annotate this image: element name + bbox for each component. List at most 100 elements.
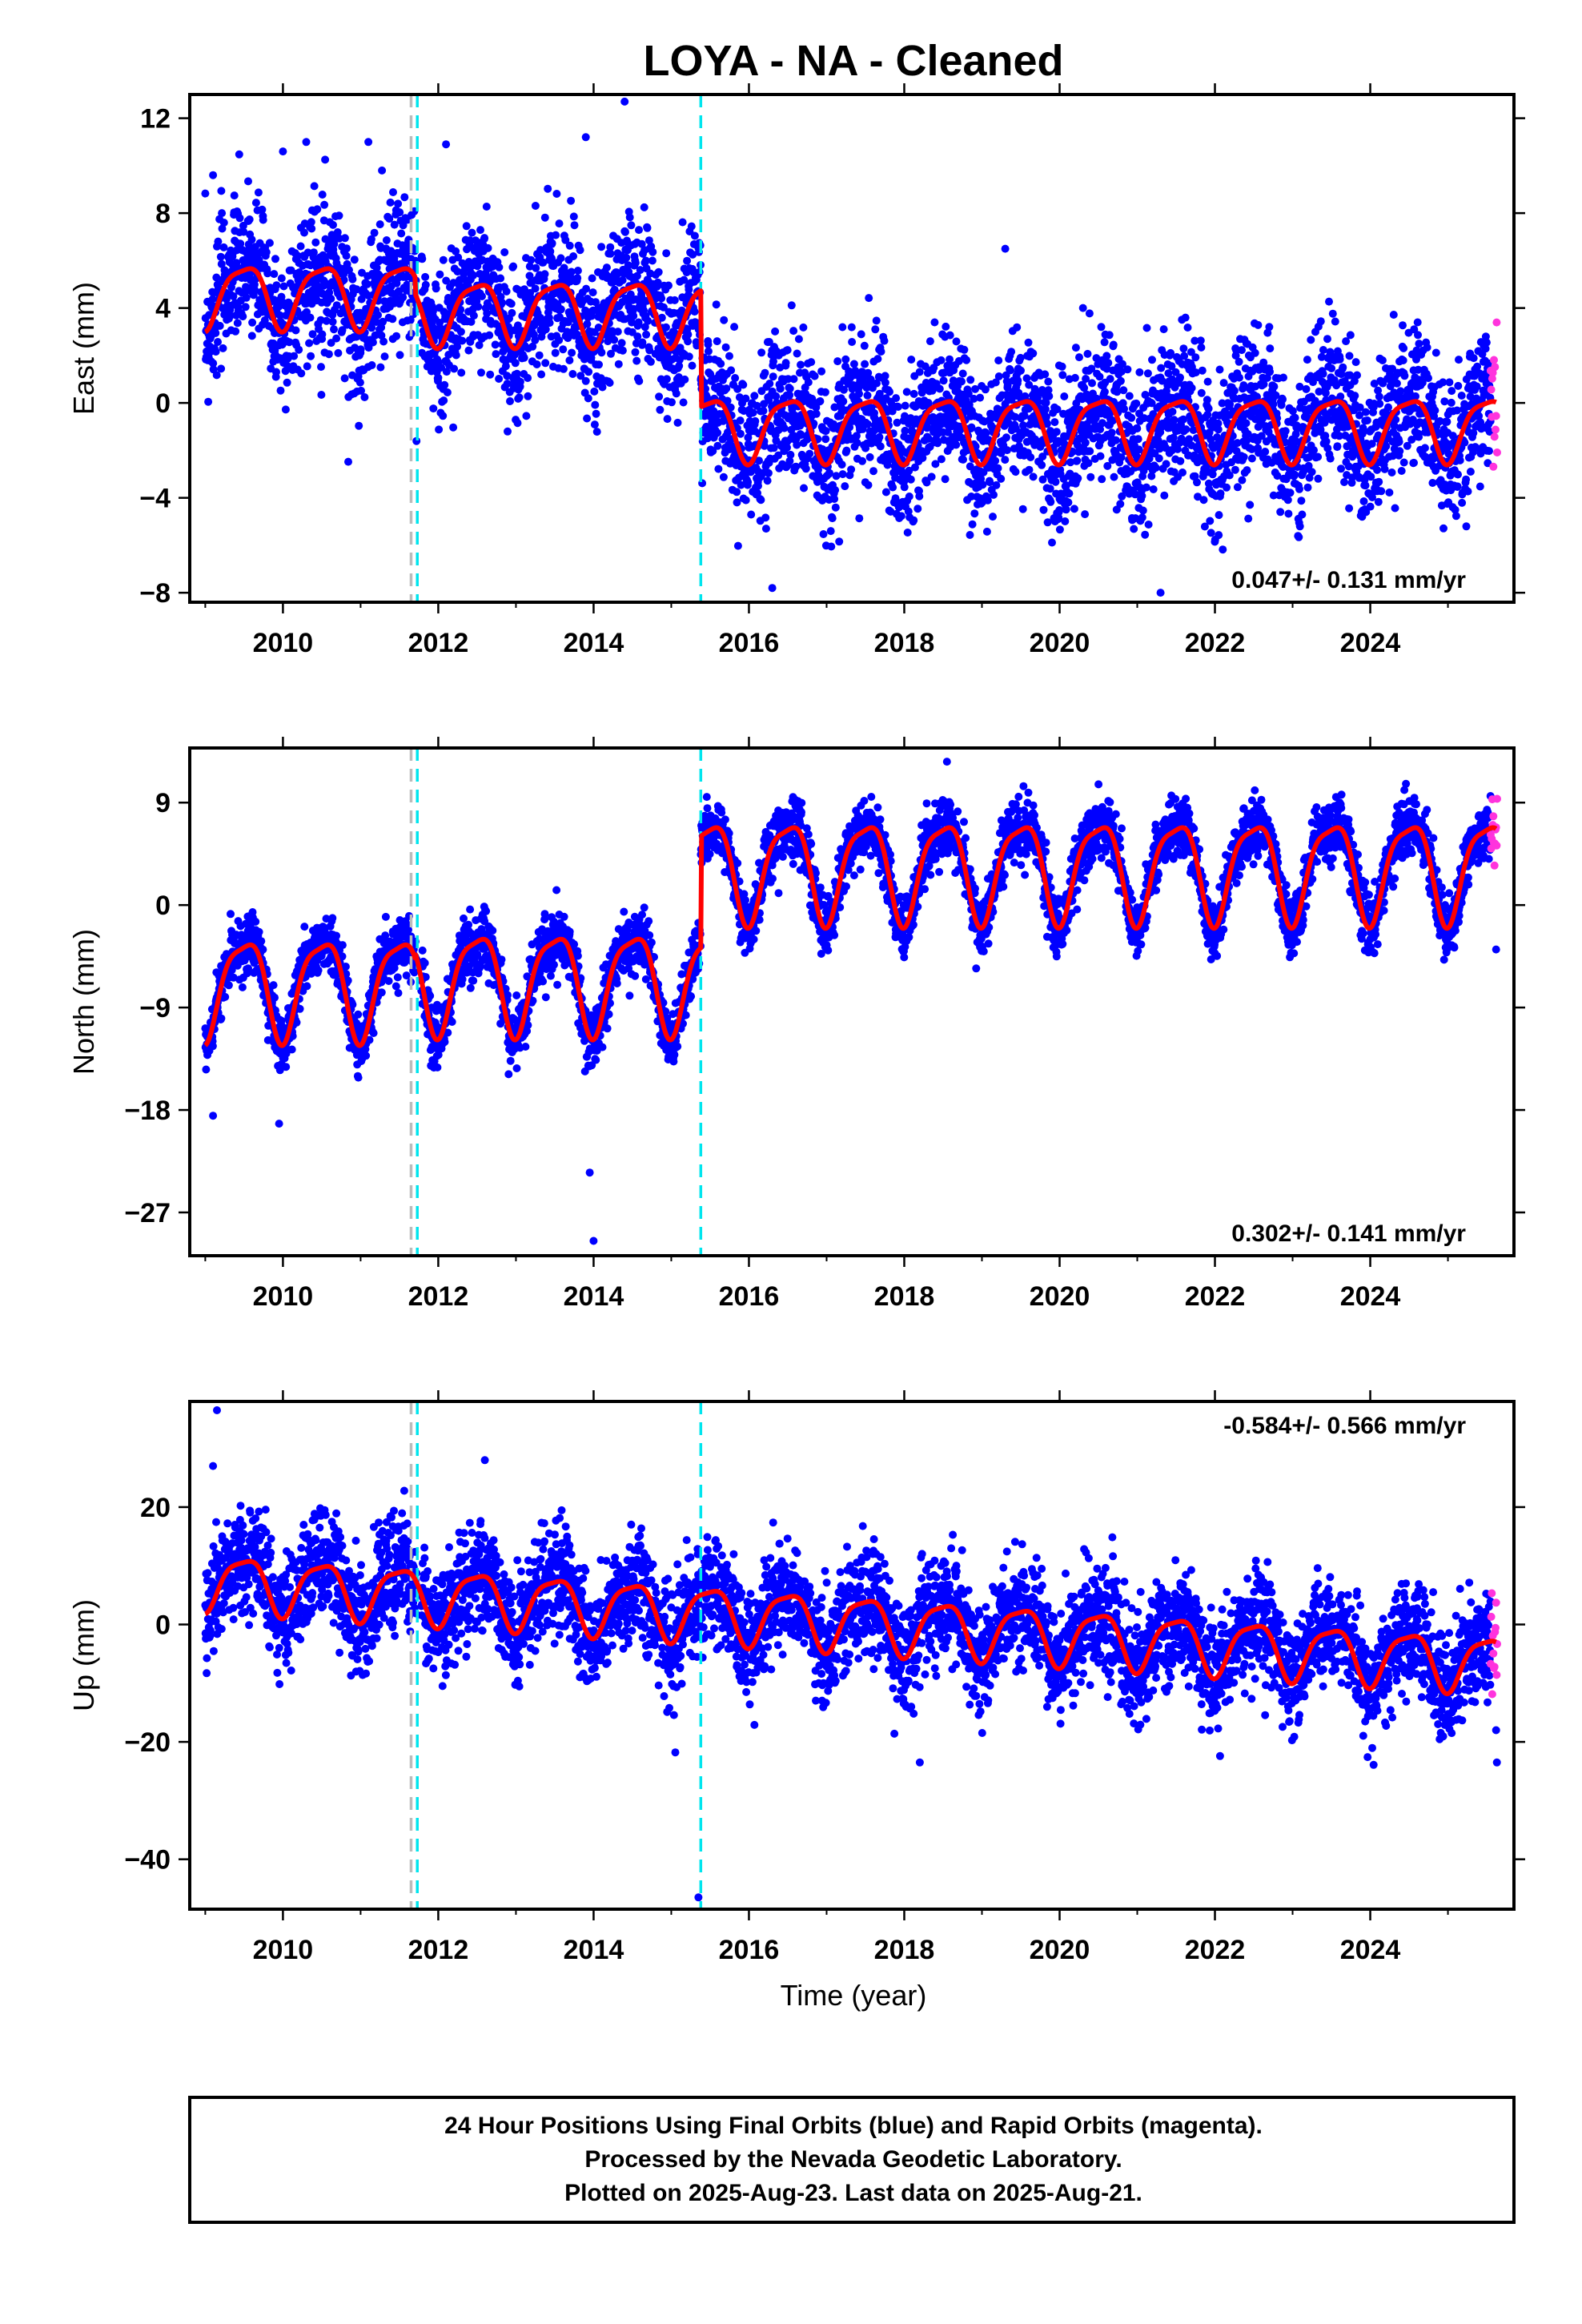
east-final-point bbox=[1168, 408, 1177, 416]
east-final-point bbox=[475, 341, 484, 349]
east-final-point bbox=[1316, 425, 1325, 434]
east-final-point bbox=[469, 271, 478, 279]
east-final-point bbox=[1295, 485, 1303, 493]
east-final-point bbox=[573, 274, 582, 283]
east-final-point bbox=[214, 237, 223, 246]
east-final-point bbox=[876, 442, 885, 451]
east-final-point bbox=[363, 279, 371, 288]
east-final-point bbox=[720, 316, 729, 324]
east-final-point bbox=[525, 262, 534, 271]
east-final-point bbox=[863, 391, 872, 400]
east-final-point bbox=[491, 340, 500, 349]
east-final-point bbox=[483, 309, 492, 318]
east-final-point bbox=[917, 388, 926, 397]
east-final-point bbox=[858, 424, 867, 433]
east-final-point bbox=[476, 226, 484, 235]
east-final-point bbox=[576, 246, 584, 255]
east-final-point bbox=[502, 287, 511, 296]
east-final-point bbox=[804, 378, 813, 387]
east-final-point bbox=[371, 331, 379, 340]
east-final-point bbox=[1193, 478, 1201, 487]
east-final-point bbox=[1400, 372, 1409, 380]
east-final-point bbox=[865, 294, 873, 303]
east-final-point bbox=[1042, 398, 1050, 407]
east-final-point bbox=[399, 221, 408, 230]
east-final-point bbox=[551, 348, 560, 357]
east-final-point bbox=[941, 475, 950, 484]
north-final-point bbox=[229, 973, 238, 982]
east-final-point bbox=[942, 322, 950, 331]
east-final-point bbox=[276, 386, 285, 395]
east-final-point bbox=[678, 218, 687, 227]
east-final-point bbox=[992, 480, 1001, 489]
east-final-point bbox=[793, 349, 801, 358]
east-final-point bbox=[591, 400, 600, 409]
east-final-point bbox=[340, 374, 349, 383]
east-final-point bbox=[1247, 454, 1256, 463]
east-final-point bbox=[1197, 388, 1206, 397]
east-final-point bbox=[952, 337, 961, 346]
east-final-point bbox=[905, 466, 913, 475]
east-final-point bbox=[905, 493, 913, 501]
east-final-point bbox=[330, 239, 339, 248]
east-final-point bbox=[328, 317, 337, 326]
east-final-point bbox=[469, 312, 478, 320]
east-final-point bbox=[1367, 472, 1375, 481]
east-final-point bbox=[450, 364, 459, 373]
east-final-point bbox=[303, 362, 311, 371]
east-final-point bbox=[355, 378, 364, 387]
east-final-point bbox=[758, 468, 767, 477]
east-final-point bbox=[321, 155, 330, 164]
east-final-point bbox=[1314, 474, 1323, 483]
east-final-point bbox=[306, 313, 315, 322]
east-final-point bbox=[235, 150, 243, 159]
east-final-point bbox=[1081, 438, 1090, 447]
east-final-point bbox=[458, 336, 467, 345]
east-final-point bbox=[546, 247, 555, 255]
east-final-point bbox=[1141, 530, 1150, 539]
east-final-point bbox=[1018, 505, 1027, 513]
east-final-point bbox=[994, 372, 1003, 380]
east-final-point bbox=[1368, 493, 1376, 501]
east-final-point bbox=[1286, 489, 1295, 497]
east-final-point bbox=[713, 428, 722, 437]
east-final-point bbox=[548, 239, 556, 247]
east-final-point bbox=[637, 239, 646, 248]
east-final-point bbox=[442, 368, 451, 376]
east-final-point bbox=[291, 326, 300, 335]
east-final-point bbox=[527, 255, 536, 264]
east-final-point bbox=[769, 444, 778, 452]
east-final-point bbox=[668, 398, 676, 407]
east-final-point bbox=[453, 342, 462, 351]
east-final-point bbox=[750, 392, 759, 400]
east-final-point bbox=[595, 360, 603, 369]
east-final-point bbox=[1098, 475, 1106, 484]
east-final-point bbox=[812, 409, 821, 418]
east-final-point bbox=[613, 270, 622, 279]
east-final-point bbox=[357, 386, 365, 395]
east-final-point bbox=[541, 325, 550, 334]
east-final-point bbox=[1469, 428, 1478, 437]
east-final-point bbox=[937, 455, 946, 464]
east-plot-frame bbox=[188, 93, 1516, 604]
east-final-point bbox=[1303, 356, 1311, 364]
east-final-point bbox=[1411, 392, 1419, 400]
east-final-point bbox=[783, 346, 792, 355]
east-final-point bbox=[1011, 424, 1020, 433]
east-final-point bbox=[1361, 408, 1370, 416]
east-outlier-point bbox=[1156, 589, 1165, 597]
east-final-point bbox=[1130, 490, 1139, 499]
east-final-point bbox=[390, 220, 399, 229]
east-final-point bbox=[325, 288, 334, 297]
east-final-point bbox=[1261, 448, 1270, 456]
east-final-point bbox=[1111, 436, 1120, 444]
east-final-point bbox=[1448, 432, 1457, 440]
east-rapid-orbit-points bbox=[1486, 318, 1501, 471]
east-final-point bbox=[1472, 382, 1481, 391]
east-final-point bbox=[1339, 363, 1347, 372]
east-final-point bbox=[885, 388, 893, 396]
east-final-point bbox=[1051, 477, 1060, 486]
east-final-point bbox=[397, 229, 406, 238]
east-final-point bbox=[663, 415, 672, 424]
east-final-point bbox=[893, 403, 902, 411]
